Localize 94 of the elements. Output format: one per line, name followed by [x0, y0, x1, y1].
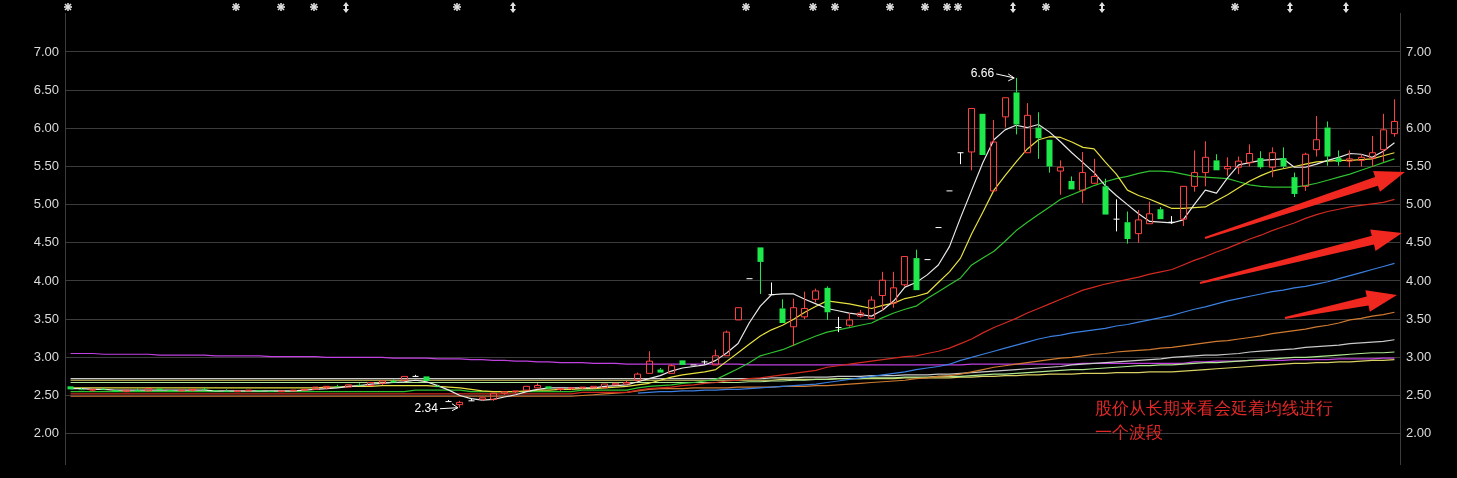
candlestick: [1313, 115, 1320, 158]
candlestick: [1024, 102, 1031, 154]
candlestick: [646, 350, 653, 374]
candlestick: [1224, 156, 1231, 177]
candlestick: [979, 113, 986, 156]
y-tick-label: 5.00: [33, 196, 59, 212]
candlestick: [1013, 77, 1020, 135]
candlestick: [757, 247, 764, 295]
candlestick: [601, 383, 608, 389]
candlestick: [1057, 159, 1064, 196]
y2-tick-label: 7.00: [1406, 43, 1432, 59]
y2-tick-label: 2.00: [1406, 425, 1432, 441]
candlestick: [67, 386, 74, 390]
y2-tick-label: 5.50: [1406, 158, 1432, 174]
candlestick: [245, 389, 252, 392]
candlestick: [523, 385, 530, 391]
candlestick: [657, 367, 664, 373]
annotation: 6.66: [970, 66, 995, 81]
annotation: 股价从长期来看会延着均线进行一个波段: [1095, 398, 1333, 443]
candlestick: [835, 316, 842, 333]
y-tick-label: 4.00: [33, 272, 59, 288]
candlestick: [612, 382, 619, 386]
annotation: 2.34: [414, 401, 439, 416]
candlestick: [1068, 175, 1075, 190]
candlestick: [1146, 201, 1153, 225]
candlestick: [290, 389, 297, 392]
candlestick: [590, 385, 597, 389]
candlestick: [1091, 158, 1098, 184]
candlestick: [1335, 149, 1342, 167]
y2-tick-label: 4.50: [1406, 234, 1432, 250]
candlestick: [1035, 111, 1042, 160]
candlestick: [1202, 140, 1209, 187]
candlestick: [223, 388, 230, 392]
candlestick: [1380, 113, 1387, 163]
candlestick: [178, 389, 185, 392]
candlestick: [1135, 209, 1142, 244]
candlestick: [345, 384, 352, 388]
y-tick-label: 3.00: [33, 348, 59, 364]
candlestick: [356, 382, 363, 386]
candlestick: [1246, 143, 1253, 167]
y2-tick-label: 3.50: [1406, 310, 1432, 326]
candlestick: [401, 375, 408, 381]
candlestick: [768, 282, 775, 296]
candlestick: [1269, 146, 1276, 178]
candlestick: [957, 152, 964, 165]
candlestick: [679, 360, 686, 365]
y-tick-label: 2.50: [33, 387, 59, 403]
candlestick: [824, 285, 831, 321]
candlestick: [1280, 146, 1287, 169]
y2-tick-label: 5.00: [1406, 196, 1432, 212]
candlestick: [1113, 198, 1120, 232]
y2-tick-label: 6.00: [1406, 119, 1432, 135]
y-tick-label: 2.00: [33, 425, 59, 441]
candlestick: [278, 390, 285, 393]
candlestick: [1324, 120, 1331, 167]
y-tick-label: 4.50: [33, 234, 59, 250]
candlestick: [735, 307, 742, 321]
candlestick: [534, 382, 541, 389]
y-tick-label: 5.50: [33, 158, 59, 174]
candlestick: [1002, 97, 1009, 129]
candlestick: [1191, 149, 1198, 193]
candlestick: [1079, 151, 1086, 204]
candlestick: [1157, 206, 1164, 220]
candlestick: [123, 389, 130, 393]
y2-tick-label: 3.00: [1406, 348, 1432, 364]
candlestick: [145, 388, 152, 392]
candlestick: [312, 386, 319, 390]
candlestick: [1391, 98, 1398, 138]
candlestick: [1046, 139, 1053, 174]
candlestick: [790, 298, 797, 347]
candlestick: [801, 291, 808, 320]
candlestick: [879, 271, 886, 312]
y2-tick-label: 2.50: [1406, 387, 1432, 403]
candlestick: [890, 271, 897, 309]
candlestick: [1257, 150, 1264, 170]
candlestick: [990, 119, 997, 192]
candlestick: [1369, 135, 1376, 167]
candlestick: [234, 390, 241, 393]
candlestick: [423, 376, 430, 381]
y-tick-label: 7.00: [33, 43, 59, 59]
candlestick: [367, 382, 374, 387]
y-tick-label: 6.00: [33, 119, 59, 135]
candlestick: [779, 298, 786, 323]
y-tick-label: 3.50: [33, 310, 59, 326]
candlestick: [390, 378, 397, 383]
candlestick: [968, 107, 975, 171]
candlestick: [1213, 153, 1220, 171]
y2-tick-label: 6.50: [1406, 81, 1432, 97]
y2-tick-label: 4.00: [1406, 272, 1432, 288]
candlestick: [545, 386, 552, 389]
y-tick-label: 6.50: [33, 81, 59, 97]
candlestick: [1124, 211, 1131, 245]
candlestick: [301, 388, 308, 391]
candlestick: [913, 249, 920, 291]
